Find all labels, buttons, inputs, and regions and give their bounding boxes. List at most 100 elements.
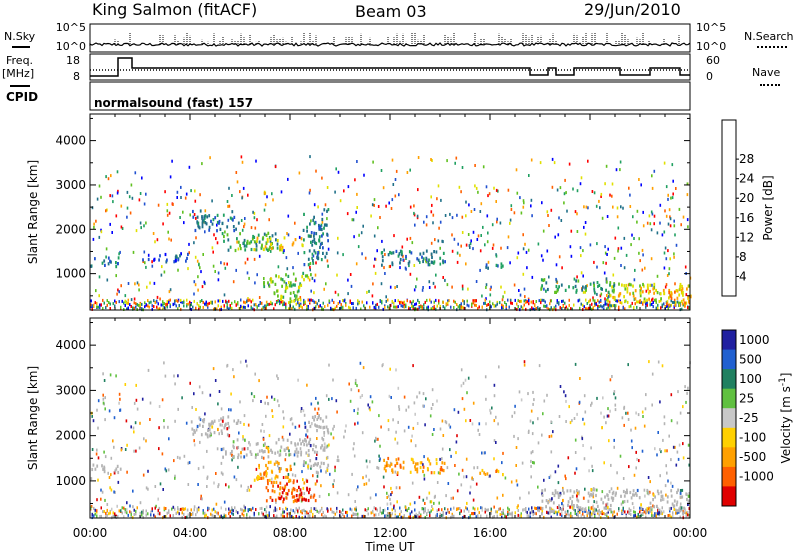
noise-pixel (239, 400, 241, 404)
clutter-pixel (276, 508, 278, 512)
clutter-pixel (636, 300, 638, 304)
noise-pixel (394, 437, 396, 441)
clutter-pixel (265, 306, 267, 310)
echo-pixel (607, 497, 610, 501)
noise-pixel (598, 199, 600, 203)
clutter-pixel (198, 506, 200, 510)
clutter-pixel (370, 511, 372, 515)
echo-pixel (428, 263, 431, 267)
clutter-pixel (267, 303, 269, 307)
noise-pixel (576, 230, 579, 233)
noise-pixel (499, 221, 502, 225)
clutter-pixel (504, 515, 506, 519)
clutter-pixel (405, 305, 407, 309)
echo-pixel (552, 501, 555, 505)
noise-pixel (686, 193, 689, 197)
clutter-pixel (303, 302, 305, 306)
clutter-pixel (232, 509, 234, 513)
noise-pixel (201, 285, 204, 289)
clutter-pixel (534, 506, 536, 510)
echo-pixel (443, 461, 446, 465)
noise-pixel (432, 281, 435, 285)
echo-pixel (299, 282, 302, 286)
noise-pixel (398, 486, 401, 490)
noise-pixel (663, 161, 666, 165)
noise-pixel (530, 475, 532, 479)
clutter-pixel (618, 508, 620, 512)
noise-pixel (395, 368, 397, 372)
echo-pixel (605, 288, 607, 292)
noise-pixel (450, 454, 452, 458)
noise-pixel (95, 452, 98, 456)
echo-pixel (599, 511, 602, 515)
noise-pixel (617, 249, 619, 253)
clutter-pixel (508, 512, 510, 516)
clutter-pixel (96, 514, 98, 518)
noise-pixel (590, 446, 592, 450)
clutter-pixel (549, 302, 551, 306)
noise-pixel (679, 489, 682, 492)
noise-pixel (488, 192, 491, 196)
x-axis-label: Time UT (364, 540, 415, 554)
noise-pixel (337, 293, 340, 297)
noise-pixel (423, 477, 426, 481)
clutter-pixel (229, 515, 231, 519)
clutter-pixel (172, 514, 174, 518)
noise-pixel (541, 201, 543, 205)
clutter-pixel (525, 507, 527, 510)
clutter-pixel (529, 515, 531, 519)
clutter-pixel (283, 515, 285, 519)
noise-pixel (98, 184, 101, 188)
echo-pixel (576, 494, 578, 498)
noise-pixel (609, 193, 611, 197)
noise-pixel (112, 439, 114, 443)
clutter-pixel (501, 515, 503, 519)
noise-pixel (386, 491, 388, 495)
noise-pixel (118, 290, 120, 294)
clutter-pixel (109, 307, 111, 310)
noise-pixel (323, 434, 325, 437)
clutter-pixel (178, 508, 180, 512)
clutter-pixel (507, 510, 509, 514)
clutter-pixel (285, 304, 287, 308)
clutter-pixel (99, 306, 101, 309)
clutter-pixel (165, 302, 167, 306)
clutter-pixel (184, 507, 186, 511)
clutter-pixel (279, 302, 281, 306)
clutter-pixel (598, 508, 600, 512)
noise-pixel (326, 186, 329, 189)
noise-pixel (469, 491, 471, 495)
noise-pixel (312, 254, 315, 258)
clutter-pixel (469, 514, 471, 518)
echo-pixel (226, 233, 229, 237)
clutter-pixel (357, 302, 359, 306)
echo-pixel (322, 448, 325, 452)
echo-pixel (687, 494, 690, 498)
clutter-pixel (612, 513, 614, 517)
clutter-pixel (507, 513, 509, 517)
noise-pixel (383, 485, 385, 489)
echo-pixel (269, 239, 272, 243)
noise-pixel (622, 206, 624, 210)
clutter-pixel (514, 511, 516, 515)
clutter-pixel (624, 307, 626, 311)
noise-pixel (250, 484, 252, 488)
clutter-pixel (361, 300, 363, 304)
echo-pixel (292, 291, 295, 295)
noise-pixel (487, 231, 489, 235)
noise-pixel (605, 421, 607, 425)
noise-pixel (157, 203, 160, 207)
noise-pixel (607, 247, 609, 251)
echo-pixel (683, 506, 685, 510)
noise-pixel (579, 377, 581, 380)
noise-pixel (629, 205, 632, 208)
clutter-pixel (646, 507, 648, 511)
echo-pixel (305, 433, 307, 437)
clutter-pixel (480, 506, 482, 510)
noise-pixel (133, 430, 135, 434)
noise-pixel (493, 394, 496, 398)
clutter-pixel (477, 514, 479, 518)
clutter-pixel (402, 515, 404, 519)
noise-pixel (542, 258, 544, 262)
clutter-pixel (204, 511, 206, 515)
